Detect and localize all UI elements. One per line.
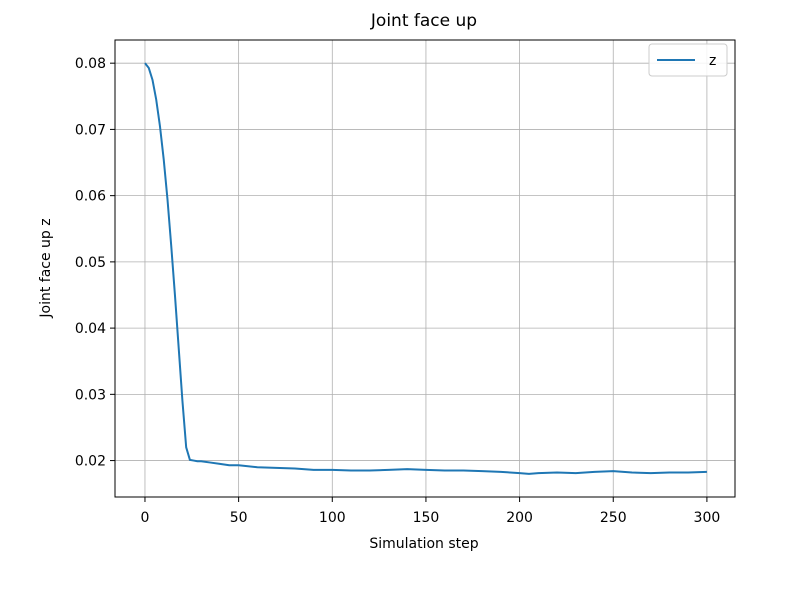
x-tick-label: 300 [694,510,721,526]
y-tick-label: 0.06 [75,189,106,205]
ticks: 0 50 100 150 200 250 300 0.02 0.03 0.04 0.05 0.06 0.… [75,56,720,526]
y-tick-label: 0.07 [75,122,106,138]
chart-title: Joint face up [370,11,477,31]
x-tick-label: 150 [413,510,440,526]
y-tick-label: 0.02 [75,454,106,470]
y-axis-label: Joint face up z [38,218,54,318]
x-tick-label: 100 [319,510,346,526]
legend: z [648,43,728,77]
x-tick-label: 250 [600,510,627,526]
series-line-z [144,62,707,475]
y-tick-label: 0.08 [75,56,106,72]
y-tick-label: 0.04 [75,321,106,337]
x-tick-label: 0 [141,510,150,526]
plot-area-frame [114,39,736,498]
x-axis-label: Simulation step [369,536,478,552]
x-tick-label: 50 [230,510,248,526]
y-tick-label: 0.05 [75,255,106,271]
y-tick-label: 0.03 [75,387,106,403]
series-layer [144,62,707,475]
legend-entry-label: z [709,53,716,69]
x-tick-label: 200 [506,510,533,526]
grid [115,40,735,497]
